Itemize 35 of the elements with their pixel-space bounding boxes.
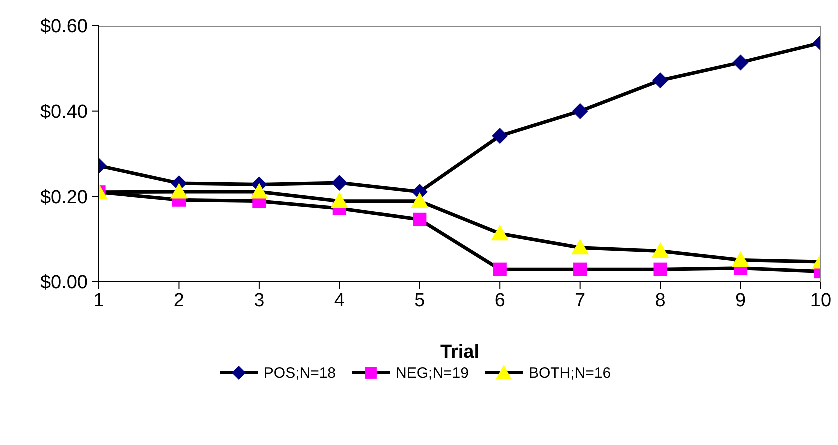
point (170, 183, 188, 199)
point (652, 72, 669, 89)
y-tick-label: $0.00 (40, 272, 88, 294)
x-tick-label: 7 (575, 290, 586, 312)
x-axis-title: Trial (440, 342, 480, 363)
x-tick-label: 3 (254, 290, 265, 312)
point (332, 175, 348, 192)
point (572, 103, 588, 120)
point (652, 242, 670, 258)
legend-label: NEG;N=19 (396, 364, 469, 382)
point (654, 262, 668, 276)
point (492, 128, 508, 144)
point (493, 262, 507, 276)
legend-label: BOTH;N=16 (528, 364, 612, 382)
point (574, 262, 588, 276)
x-tick-label: 5 (414, 290, 426, 312)
x-tick-label: 6 (494, 290, 506, 312)
point (732, 54, 749, 71)
x-tick-label: 8 (655, 290, 666, 312)
point (572, 239, 590, 255)
x-tick-label: 9 (735, 290, 746, 312)
y-tick-label: $0.20 (40, 187, 88, 208)
y-tick-label: $0.60 (40, 16, 88, 38)
point (732, 251, 750, 268)
x-tick-label: 2 (174, 290, 185, 312)
point (411, 192, 429, 208)
x-tick-label: 1 (94, 290, 104, 312)
point (330, 192, 348, 208)
point (491, 224, 509, 241)
x-tick-label: 10 (810, 290, 832, 312)
legend-label: POS;N=18 (264, 364, 336, 382)
point (250, 183, 268, 199)
point (413, 212, 427, 227)
x-tick-label: 4 (334, 290, 346, 312)
y-tick-label: $0.40 (40, 102, 88, 124)
